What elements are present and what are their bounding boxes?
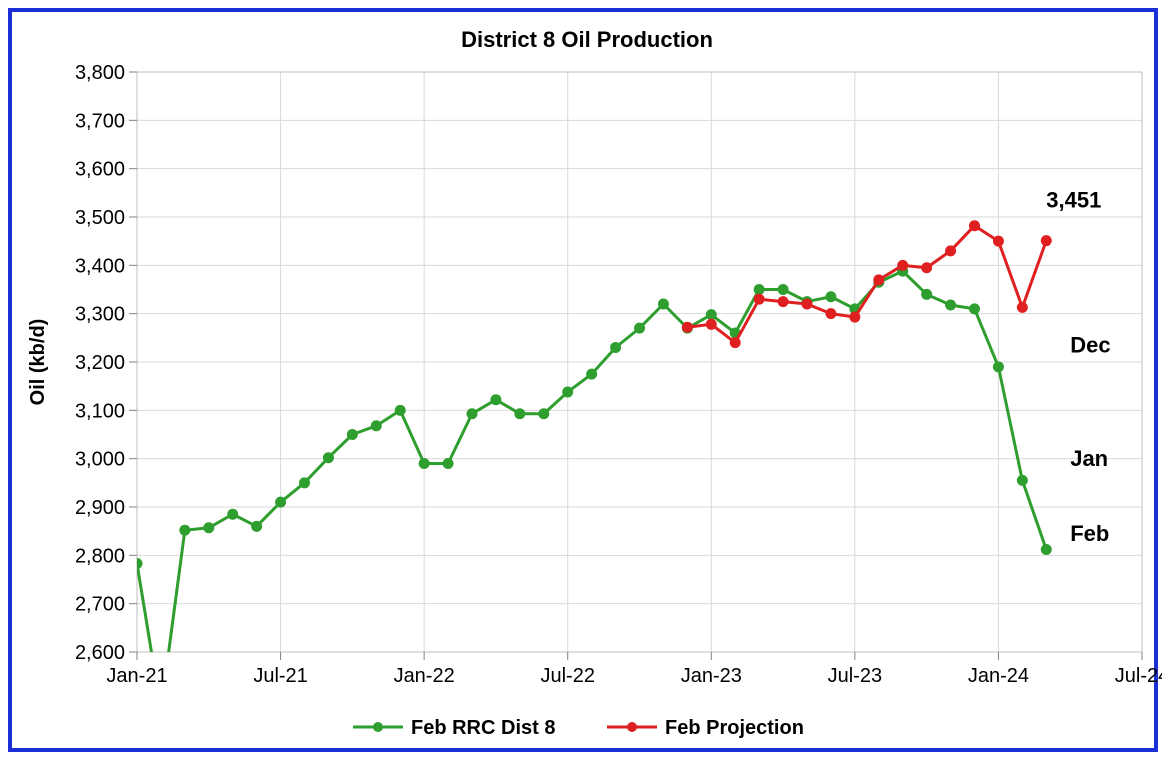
y-tick-label: 3,600 [75, 159, 125, 181]
data-marker [371, 421, 381, 431]
data-marker [132, 559, 142, 569]
annotation: Dec [1070, 332, 1110, 357]
y-tick-label: 3,500 [75, 207, 125, 229]
chart-canvas: 2,600 2,700 2,800 2,900 3,000 3,100 3,200 3,300… [12, 12, 1162, 756]
chart-outer: 2,600 2,700 2,800 2,900 3,000 3,100 3,200 3,300… [0, 0, 1166, 760]
y-tick-label: 2,700 [75, 594, 125, 616]
data-marker [515, 409, 525, 419]
legend: Feb RRC Dist 8 Feb Projection [353, 717, 804, 739]
data-marker [1041, 545, 1051, 555]
x-tick-label: Jan-23 [681, 665, 742, 687]
x-tick-label: Jul-24 [1115, 665, 1162, 687]
data-marker [826, 292, 836, 302]
data-marker [754, 285, 764, 295]
x-tick-label: Jul-22 [540, 665, 594, 687]
data-marker [850, 312, 860, 322]
data-marker [276, 497, 286, 507]
data-marker [778, 297, 788, 307]
x-tick-label: Jul-23 [828, 665, 882, 687]
data-marker [802, 299, 812, 309]
data-marker [826, 309, 836, 319]
data-marker [682, 322, 692, 332]
data-marker [922, 263, 932, 273]
data-marker [754, 294, 764, 304]
data-marker [419, 459, 429, 469]
data-marker [898, 260, 908, 270]
data-marker [204, 523, 214, 533]
data-marker [395, 405, 405, 415]
annotation: Jan [1070, 446, 1108, 471]
data-marker [467, 409, 477, 419]
data-marker [491, 395, 501, 405]
data-marker [706, 319, 716, 329]
data-marker [946, 246, 956, 256]
legend-label: Feb RRC Dist 8 [411, 717, 555, 739]
data-marker [228, 509, 238, 519]
annotation: 3,451 [1046, 187, 1101, 212]
data-marker [1017, 475, 1027, 485]
chart-title: District 8 Oil Production [461, 27, 713, 52]
data-marker [300, 478, 310, 488]
x-axis: Jan-21 Jul-21 Jan-22 Jul-22 Jan-23 Jul-23 Jan-… [106, 652, 1162, 687]
y-tick-label: 3,400 [75, 255, 125, 277]
data-marker [635, 323, 645, 333]
data-marker [778, 285, 788, 295]
data-marker [922, 289, 932, 299]
data-marker [563, 387, 573, 397]
data-marker [252, 521, 262, 531]
data-marker [993, 236, 1003, 246]
data-marker [1041, 236, 1051, 246]
y-axis: 2,600 2,700 2,800 2,900 3,000 3,100 3,200 3,300… [75, 62, 137, 664]
annotation: Feb [1070, 521, 1109, 546]
y-tick-label: 3,800 [75, 62, 125, 84]
x-tick-label: Jan-21 [106, 665, 167, 687]
x-tick-label: Jan-22 [394, 665, 455, 687]
data-marker [970, 304, 980, 314]
data-marker [539, 409, 549, 419]
x-tick-label: Jul-21 [253, 665, 307, 687]
y-tick-label: 3,700 [75, 110, 125, 132]
chart-frame: 2,600 2,700 2,800 2,900 3,000 3,100 3,200 3,300… [8, 8, 1158, 752]
data-marker [706, 310, 716, 320]
data-marker [874, 275, 884, 285]
y-tick-label: 3,000 [75, 449, 125, 471]
data-marker [946, 300, 956, 310]
y-tick-label: 2,900 [75, 497, 125, 519]
legend-label: Feb Projection [665, 717, 804, 739]
y-axis-label: Oil (kb/d) [27, 319, 49, 406]
y-tick-label: 2,600 [75, 642, 125, 664]
data-marker [323, 453, 333, 463]
data-marker [1017, 302, 1027, 312]
data-marker [611, 343, 621, 353]
y-tick-label: 3,300 [75, 304, 125, 326]
data-marker [443, 459, 453, 469]
data-marker [587, 369, 597, 379]
data-marker [730, 338, 740, 348]
y-tick-label: 3,200 [75, 352, 125, 374]
data-marker [658, 299, 668, 309]
x-tick-label: Jan-24 [968, 665, 1029, 687]
data-marker [180, 525, 190, 535]
y-tick-label: 3,100 [75, 400, 125, 422]
y-tick-label: 2,800 [75, 545, 125, 567]
data-marker [970, 221, 980, 231]
data-marker [347, 430, 357, 440]
data-marker [993, 362, 1003, 372]
